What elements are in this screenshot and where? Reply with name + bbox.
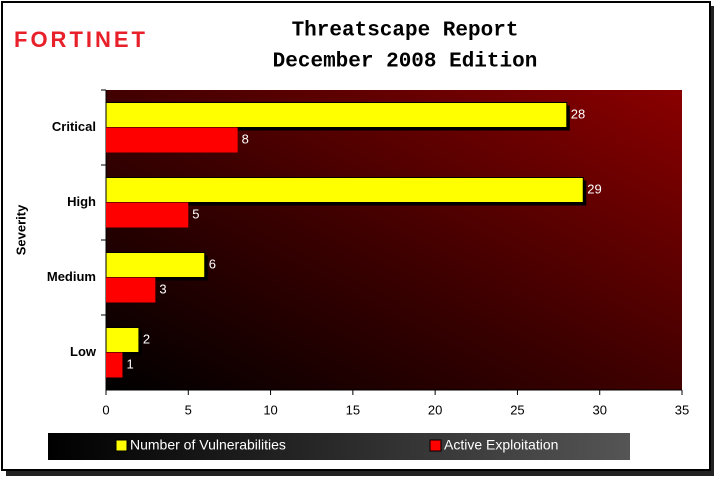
y-tick-label: Medium	[47, 269, 96, 284]
chart-title: Threatscape Report	[292, 20, 519, 43]
y-tick-label: Critical	[52, 119, 96, 134]
x-tick-label: 10	[263, 402, 277, 417]
bar	[105, 102, 568, 128]
data-label: 3	[159, 281, 166, 296]
data-label: 2	[143, 331, 150, 346]
chart-subtitle: December 2008 Edition	[273, 51, 538, 74]
x-tick-label: 0	[102, 402, 109, 417]
legend-marker	[429, 439, 442, 452]
x-tick-label: 20	[428, 402, 442, 417]
y-tick-label: Low	[70, 344, 97, 359]
legend-label: Active Exploitation	[444, 437, 558, 453]
x-tick-label: 35	[675, 402, 689, 417]
bar	[106, 277, 156, 303]
legend-label: Number of Vulnerabilities	[130, 437, 286, 453]
data-label: 29	[587, 181, 601, 196]
data-label: 1	[126, 356, 133, 371]
bar	[105, 252, 206, 278]
x-tick-label: 15	[346, 402, 360, 417]
data-label: 5	[192, 206, 199, 221]
legend-marker	[115, 439, 128, 452]
bar	[105, 177, 584, 203]
y-axis-title: Severity	[13, 204, 28, 255]
bar	[105, 327, 140, 353]
data-label: 28	[571, 106, 585, 121]
data-label: 6	[209, 256, 216, 271]
bar	[106, 202, 189, 228]
data-label: 8	[242, 131, 249, 146]
bar	[106, 127, 238, 153]
x-tick-label: 30	[592, 402, 606, 417]
x-tick-label: 25	[510, 402, 524, 417]
bar	[106, 352, 123, 378]
y-tick-label: High	[67, 194, 96, 209]
x-tick-label: 5	[185, 402, 192, 417]
legend	[48, 433, 630, 460]
logo: FORTINET	[14, 27, 148, 52]
